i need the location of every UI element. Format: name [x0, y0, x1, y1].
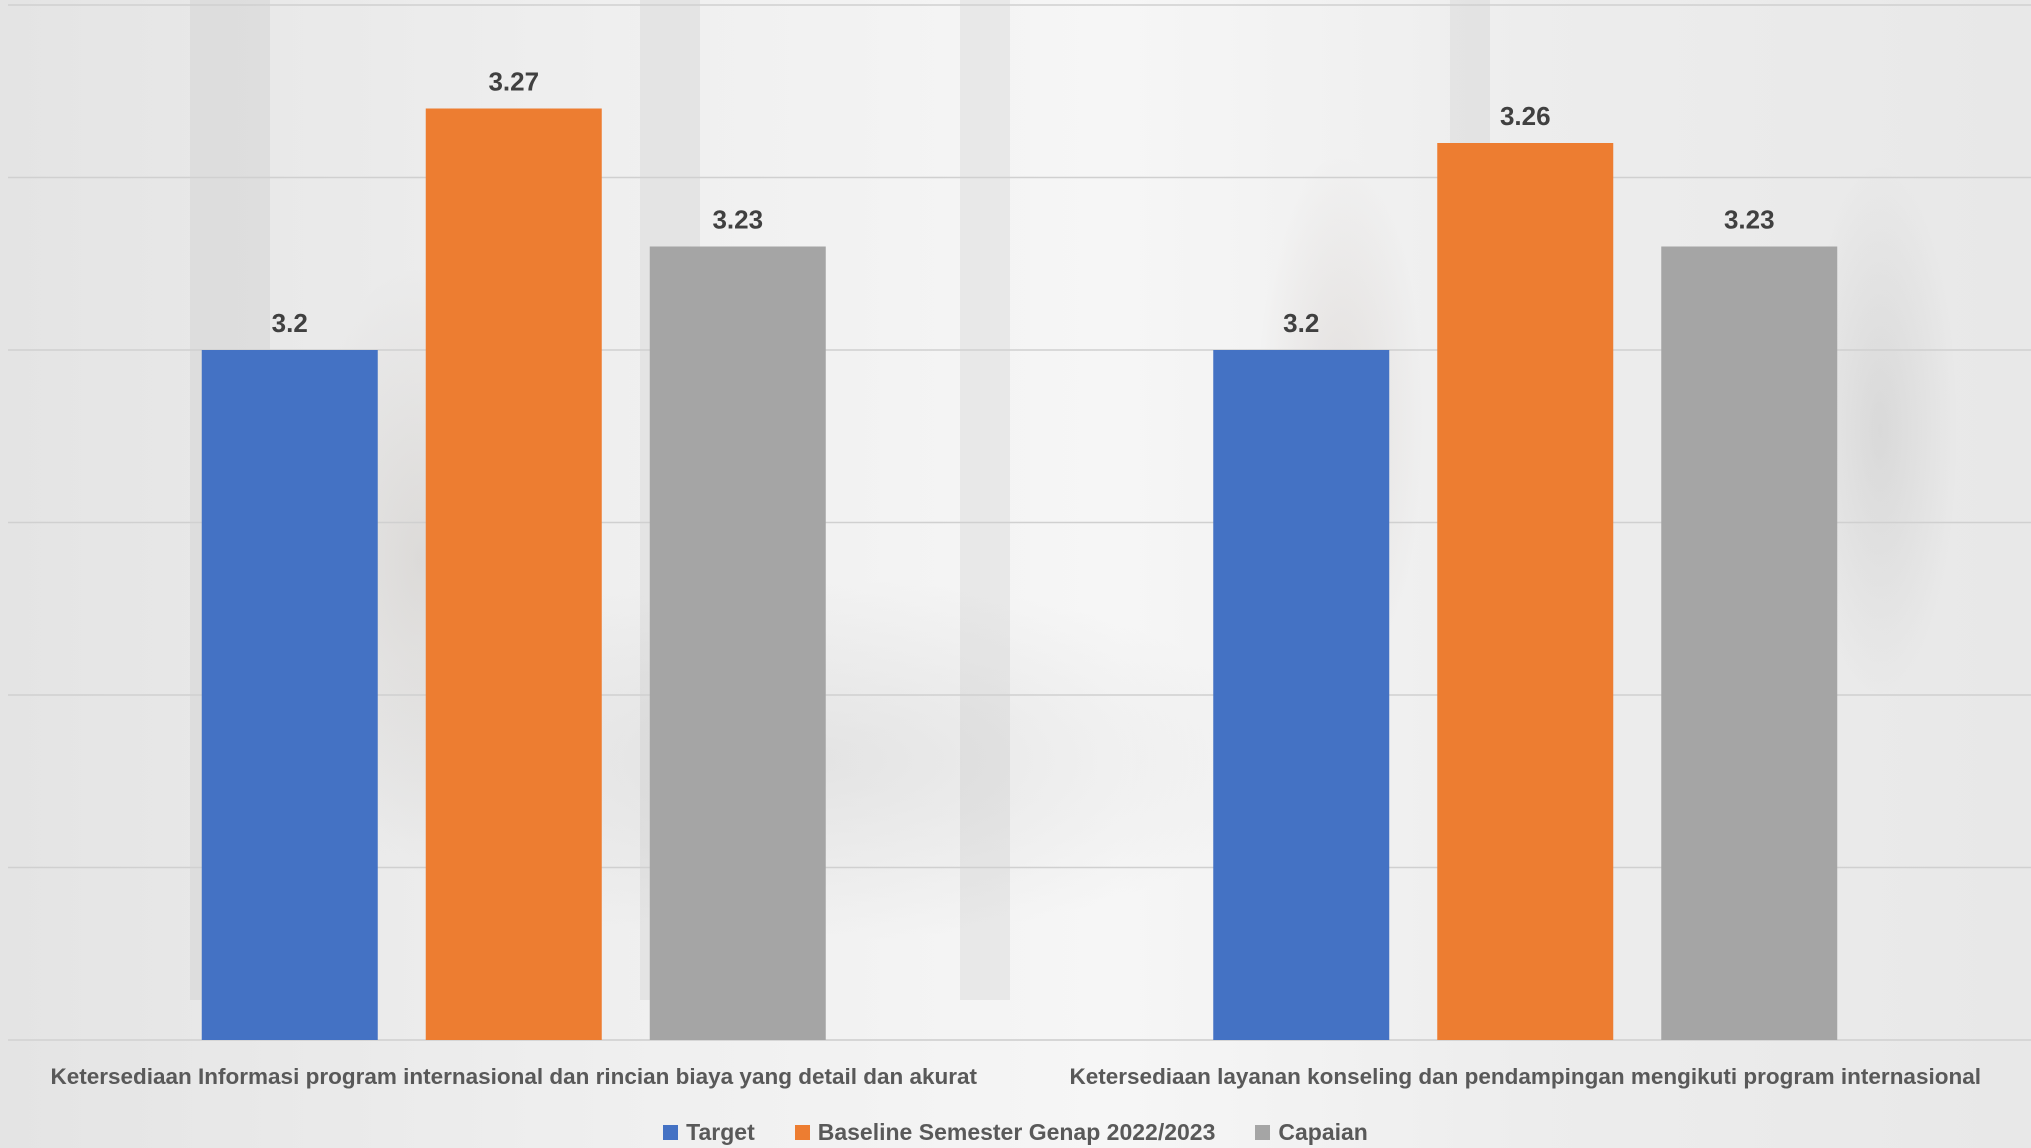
- bar-0-1: [1213, 350, 1390, 1040]
- bar-2-0: [649, 246, 826, 1040]
- chart-legend: Target Baseline Semester Genap 2022/2023 C…: [0, 1117, 2031, 1147]
- legend-swatch: [663, 1124, 679, 1140]
- category-label: Ketersediaan Informasi program internasi…: [50, 1064, 977, 1089]
- legend-label: Baseline Semester Genap 2022/2023: [817, 1118, 1216, 1145]
- bar-1-0: [425, 108, 602, 1040]
- legend-item: Baseline Semester Genap 2022/2023: [794, 1118, 1216, 1146]
- bar-chart: 3.2 3.27 3.23 Ketersediaan Informasi progra…: [8, 4, 2031, 1089]
- data-label: 3.27: [488, 67, 539, 97]
- data-label: 3.23: [712, 205, 763, 235]
- category-label: Ketersediaan layanan konseling dan penda…: [1070, 1064, 1981, 1089]
- bar-2-1: [1661, 246, 1838, 1040]
- data-label: 3.2: [1283, 308, 1319, 338]
- data-label: 3.2: [272, 308, 308, 338]
- legend-swatch: [794, 1124, 810, 1140]
- bar-0-0: [201, 350, 378, 1040]
- background-pillar: [960, 0, 1010, 1000]
- legend-swatch: [1255, 1124, 1271, 1140]
- data-label: 3.23: [1724, 205, 1775, 235]
- legend-item: Target: [663, 1119, 755, 1146]
- legend-label: Capaian: [1278, 1118, 1368, 1145]
- data-label: 3.26: [1500, 101, 1551, 131]
- bar-1-1: [1437, 143, 1614, 1040]
- legend-label: Target: [686, 1118, 755, 1145]
- legend-item: Capaian: [1255, 1118, 1368, 1146]
